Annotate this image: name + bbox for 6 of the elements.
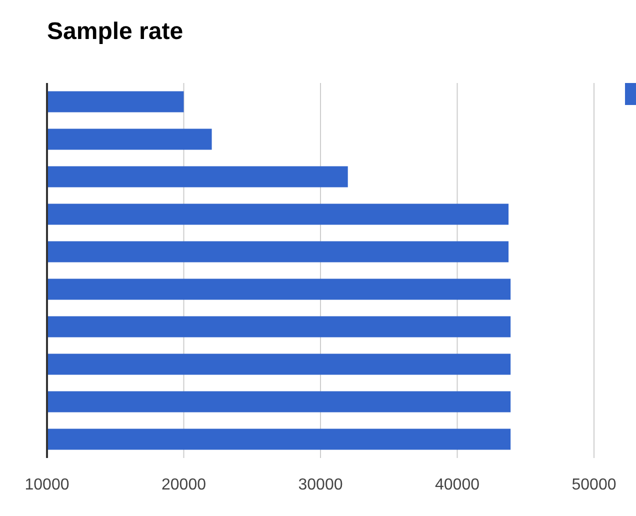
x-tick-label: 10000	[24, 476, 70, 494]
chart-title: Sample rate	[47, 18, 184, 46]
x-tick-label: 40000	[435, 476, 480, 494]
x-tick-label: 50000	[572, 476, 616, 494]
x-tick-label: 20000	[162, 476, 206, 494]
x-tick-label: 30000	[298, 476, 343, 494]
